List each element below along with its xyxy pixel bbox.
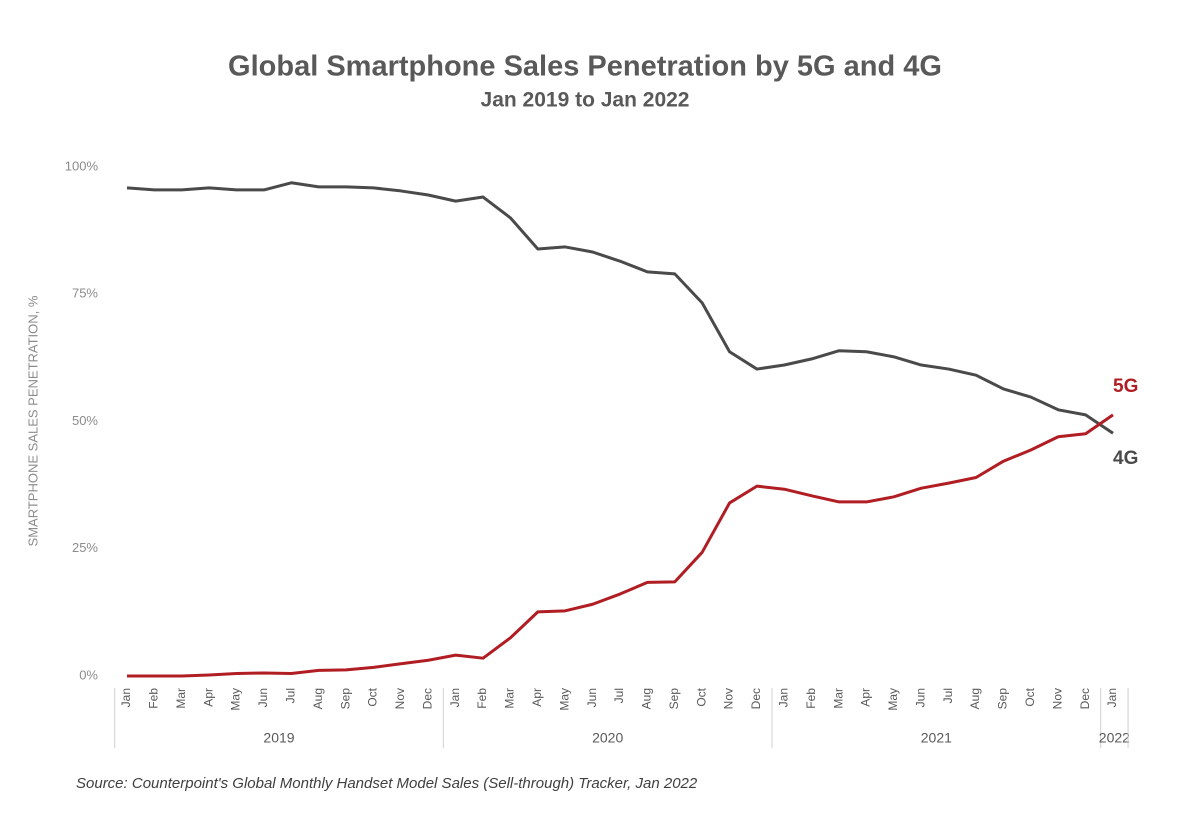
source-note: Source: Counterpoint's Global Monthly Ha… <box>76 775 698 792</box>
chart-title: Global Smartphone Sales Penetration by 5… <box>228 51 942 83</box>
year-label: 2021 <box>921 730 952 746</box>
x-tick-label: Jan <box>448 688 462 707</box>
y-tick-label: 100% <box>65 158 99 173</box>
x-tick-label: Nov <box>393 688 407 709</box>
series-label: 4G <box>1113 448 1138 469</box>
y-tick-label: 75% <box>72 286 98 301</box>
x-tick-label: Jul <box>612 688 626 703</box>
y-tick-label: 25% <box>72 540 98 555</box>
y-tick-label: 50% <box>72 413 98 428</box>
series-line <box>126 181 1114 435</box>
y-axis-label: SMARTPHONE SALES PENETRATION, % <box>25 295 40 546</box>
x-tick-label: Mar <box>831 688 845 709</box>
x-tick-label: Feb <box>804 688 818 709</box>
x-tick-label: Aug <box>968 688 982 709</box>
year-label: 2020 <box>592 730 623 746</box>
x-tick-label: Oct <box>366 687 380 706</box>
x-tick-label: Apr <box>859 688 873 707</box>
x-tick-label: Jun <box>913 688 927 707</box>
x-tick-label: Mar <box>503 688 517 709</box>
x-tick-label: Oct <box>694 687 708 706</box>
x-tick-label: Mar <box>174 688 188 709</box>
chart-subtitle: Jan 2019 to Jan 2022 <box>481 89 690 112</box>
x-tick-label: Dec <box>749 688 763 709</box>
x-tick-label: Feb <box>147 688 161 709</box>
x-tick-label: Aug <box>640 688 654 709</box>
x-tick-label: Oct <box>1023 687 1037 706</box>
x-tick-label: Jun <box>585 688 599 707</box>
x-tick-label: Jan <box>119 688 133 707</box>
x-tick-label: Sep <box>667 688 681 710</box>
x-tick-label: Dec <box>420 688 434 709</box>
x-tick-label: May <box>557 688 571 711</box>
x-tick-label: May <box>886 688 900 711</box>
x-tick-label: Apr <box>530 688 544 707</box>
x-tick-label: May <box>229 688 243 711</box>
x-tick-label: Sep <box>338 688 352 710</box>
x-tick-label: Jun <box>256 688 270 707</box>
x-tick-label: Jul <box>284 688 298 703</box>
x-tick-label: Aug <box>311 688 325 709</box>
x-tick-label: Jul <box>941 688 955 703</box>
year-label: 2022 <box>1099 730 1130 746</box>
y-tick-label: 0% <box>79 667 98 682</box>
x-tick-label: Sep <box>996 688 1010 710</box>
x-tick-label: Apr <box>201 688 215 707</box>
x-tick-label: Jan <box>777 688 791 707</box>
x-tick-label: Feb <box>475 688 489 709</box>
x-tick-label: Nov <box>722 688 736 709</box>
year-label: 2019 <box>263 730 294 746</box>
x-tick-label: Nov <box>1050 688 1064 709</box>
series-line <box>127 413 1114 678</box>
x-tick-label: Dec <box>1078 688 1092 709</box>
series-label: 5G <box>1113 376 1138 397</box>
x-tick-label: Jan <box>1105 688 1119 707</box>
